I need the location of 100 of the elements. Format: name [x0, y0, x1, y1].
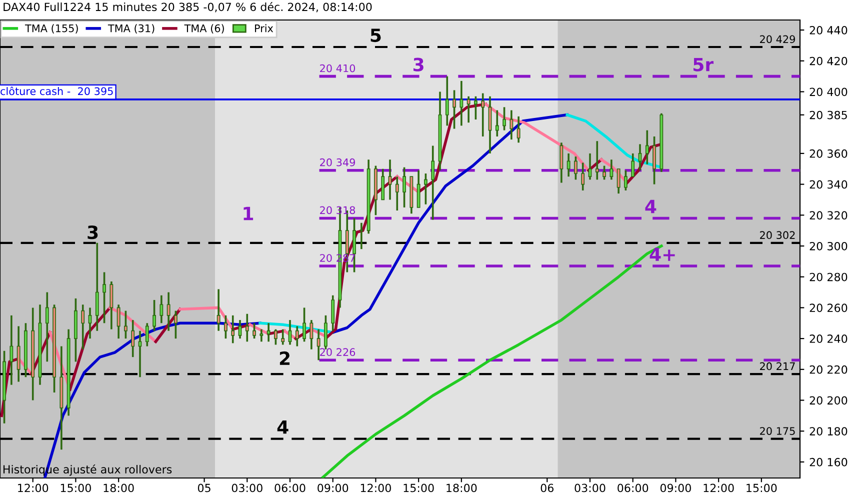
y-tick-label: 20 320	[810, 211, 848, 220]
chart-title: DAX40 Full1224 15 minutes 20 385 -0,07 % 6 déc. 2024, 08:14:00	[4, 2, 372, 12]
annotation: 1	[244, 206, 254, 220]
y-tick-label: 20 240	[810, 334, 848, 343]
candlestick	[174, 310, 178, 340]
candlestick	[624, 170, 628, 192]
x-tick-label: 12:00	[704, 484, 734, 492]
candlestick	[266, 322, 270, 343]
x-tick-label: 15:00	[746, 484, 777, 492]
candlestick	[581, 162, 585, 192]
x-tick-label: 15:00	[60, 484, 91, 492]
candlestick	[145, 322, 149, 348]
legend-label: TMA (155)	[24, 24, 78, 34]
candlestick	[110, 280, 114, 330]
candlestick	[331, 294, 335, 332]
candlestick	[302, 306, 306, 343]
candlestick	[116, 304, 120, 340]
annotation: 4	[645, 200, 656, 214]
candlestick	[466, 95, 470, 124]
candlestick	[316, 328, 320, 362]
candlestick	[45, 291, 49, 363]
candlestick	[645, 129, 649, 166]
x-tick-label: 03:00	[574, 484, 606, 492]
candlestick	[445, 75, 449, 127]
candlestick	[652, 136, 656, 186]
candlestick	[152, 299, 156, 332]
annotation: 2	[280, 351, 290, 365]
candlestick	[395, 176, 399, 212]
annotation: 3	[414, 58, 424, 72]
candlestick	[81, 304, 85, 350]
candlestick	[102, 271, 106, 324]
legend-label: Prix	[255, 24, 274, 32]
candlestick	[402, 166, 406, 208]
candlestick	[481, 92, 485, 138]
candlestick	[160, 294, 164, 324]
annotation: 20 410	[320, 64, 356, 72]
annotation: 5	[370, 28, 381, 42]
x-tick-label: 12:00	[360, 484, 391, 492]
y-tick-label: 20 340	[810, 180, 848, 189]
candlestick	[610, 158, 614, 181]
candlestick	[131, 319, 135, 358]
candlestick	[495, 109, 499, 138]
x-tick-label: 18:00	[446, 484, 477, 492]
annotation: 5r	[694, 58, 714, 72]
x-tick-label: 06:00	[618, 484, 648, 492]
x-tick-label: 15:00	[404, 484, 434, 492]
candlestick	[424, 172, 428, 206]
candlestick	[310, 319, 314, 350]
y-tick-label: 20 280	[810, 272, 848, 282]
candlestick	[16, 325, 20, 383]
y-tick-label: 20 420	[810, 56, 848, 66]
x-tick-label: 06	[540, 484, 554, 492]
candlestick	[602, 164, 606, 181]
candlestick	[502, 106, 506, 132]
y-tick-label: 20 220	[810, 365, 848, 374]
x-tick-label: 03:00	[232, 484, 262, 492]
candlestick	[95, 242, 99, 332]
ref-line-label: 20 302	[760, 231, 795, 240]
candlestick	[460, 80, 464, 127]
x-tick-label: 12:00	[18, 484, 48, 492]
candlestick	[431, 144, 435, 221]
ref-line-label: 20 217	[760, 362, 795, 370]
y-tick-label: 20 260	[810, 304, 848, 312]
annotation: 20 226	[320, 348, 356, 356]
candlestick	[616, 168, 620, 194]
candlestick	[516, 116, 520, 144]
x-tick-label: 05	[198, 484, 210, 492]
candlestick	[252, 322, 256, 340]
x-tick-label: 06:00	[274, 484, 306, 492]
y-tick-label: 20 385	[810, 110, 847, 120]
candlestick	[245, 312, 249, 343]
candlestick	[360, 222, 364, 250]
candlestick	[560, 142, 564, 184]
candlestick	[510, 109, 514, 140]
annotation: 3	[88, 225, 98, 240]
ref-line-label: 20 429	[760, 35, 795, 44]
legend-label: TMA (6)	[184, 24, 224, 34]
candlestick	[274, 328, 278, 346]
candlestick	[631, 152, 635, 178]
candlestick	[381, 168, 385, 201]
candlestick	[224, 314, 228, 340]
line-series	[331, 113, 569, 334]
y-tick-label: 20 180	[810, 427, 848, 436]
y-tick-label: 20 200	[810, 396, 848, 405]
y-tick-label: 20 300	[810, 242, 848, 250]
candlestick	[416, 170, 420, 208]
candlestick	[281, 328, 285, 346]
candlestick	[216, 288, 220, 332]
y-tick-label: 20 160	[810, 458, 848, 466]
x-tick-label: 18:00	[104, 484, 134, 492]
candlestick	[452, 89, 456, 130]
ref-line-label: 20 175	[760, 427, 795, 435]
candlestick	[295, 325, 299, 348]
candlestick	[474, 95, 478, 120]
candlestick	[10, 314, 14, 386]
annotation: 20 349	[320, 158, 355, 166]
candlestick	[574, 156, 578, 181]
y-tick-label: 20 360	[810, 149, 848, 158]
annotation: 4+	[650, 248, 675, 261]
candlestick	[260, 328, 264, 343]
